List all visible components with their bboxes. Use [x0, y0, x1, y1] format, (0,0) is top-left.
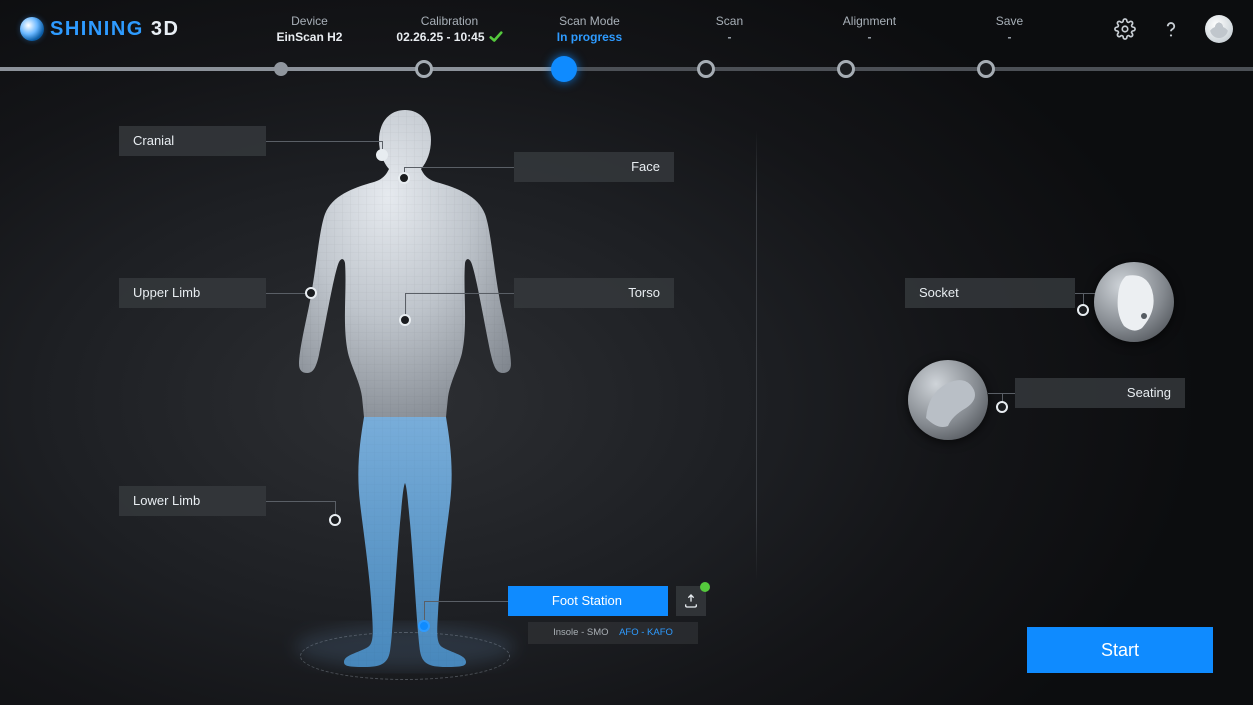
export-icon: [683, 593, 699, 609]
step-value: -: [659, 30, 799, 44]
region-lower-limb[interactable]: Lower Limb: [119, 486, 266, 516]
region-cranial[interactable]: Cranial: [119, 126, 266, 156]
option-seating[interactable]: Seating: [1015, 378, 1185, 408]
export-button[interactable]: [676, 586, 706, 616]
step-device[interactable]: Device EinScan H2: [239, 14, 379, 44]
timeline-node-scan-mode[interactable]: [551, 56, 577, 82]
step-title: Scan Mode: [519, 14, 659, 28]
seating-thumb[interactable]: [908, 360, 988, 440]
lead-face: [404, 167, 514, 168]
step-value: 02.26.25 - 10:45: [379, 30, 519, 44]
check-icon: [489, 30, 503, 44]
anchor-cranial: [376, 149, 388, 161]
step-value: EinScan H2: [239, 30, 379, 44]
user-avatar[interactable]: [1205, 15, 1233, 43]
header-actions: [1113, 15, 1233, 43]
step-title: Calibration: [379, 14, 519, 28]
anchor-lower-limb: [329, 514, 341, 526]
workflow-steps: Device EinScan H2 Calibration 02.26.25 -…: [239, 14, 1113, 44]
step-scan[interactable]: Scan -: [659, 14, 799, 44]
timeline-node-calibration[interactable]: [415, 60, 433, 78]
anchor-face: [398, 172, 410, 184]
brand-logo-text: SHINING 3D: [50, 18, 179, 41]
timeline-node-scan[interactable]: [697, 60, 715, 78]
step-title: Save: [939, 14, 1079, 28]
foot-station-row: Foot Station: [508, 586, 706, 616]
lead-lower-limb: [266, 501, 335, 502]
step-title: Scan: [659, 14, 799, 28]
anchor-torso: [399, 314, 411, 326]
region-face[interactable]: Face: [514, 152, 674, 182]
anchor-socket: [1077, 304, 1089, 316]
socket-thumb[interactable]: [1094, 262, 1174, 342]
brand-logo: SHINING 3D: [20, 17, 179, 41]
timeline-node-save[interactable]: [977, 60, 995, 78]
region-foot-station[interactable]: Foot Station: [508, 586, 668, 616]
timeline-node-alignment[interactable]: [837, 60, 855, 78]
step-calibration[interactable]: Calibration 02.26.25 - 10:45: [379, 14, 519, 44]
lead-foot: [424, 601, 508, 602]
step-value: -: [939, 30, 1079, 44]
anchor-foot-station: [418, 620, 430, 632]
step-save[interactable]: Save -: [939, 14, 1079, 44]
timeline-node-device[interactable]: [274, 62, 288, 76]
export-badge-icon: [700, 582, 710, 592]
lead-socket: [1075, 293, 1095, 294]
help-icon[interactable]: [1159, 17, 1183, 41]
region-torso[interactable]: Torso: [514, 278, 674, 308]
anchor-upper-limb: [305, 287, 317, 299]
step-title: Alignment: [799, 14, 939, 28]
region-upper-limb[interactable]: Upper Limb: [119, 278, 266, 308]
header: SHINING 3D Device EinScan H2 Calibration…: [0, 0, 1253, 58]
step-title: Device: [239, 14, 379, 28]
step-scan-mode[interactable]: Scan Mode In progress: [519, 14, 659, 44]
start-button[interactable]: Start: [1027, 627, 1213, 673]
lead-cranial: [266, 141, 382, 142]
step-alignment[interactable]: Alignment -: [799, 14, 939, 44]
side-divider: [756, 130, 757, 580]
step-value: -: [799, 30, 939, 44]
option-socket[interactable]: Socket: [905, 278, 1075, 308]
foot-station-sub-options: Insole - SMO AFO - KAFO: [528, 622, 698, 644]
anchor-seating: [996, 401, 1008, 413]
brand-logo-icon: [20, 17, 44, 41]
step-value: In progress: [519, 30, 659, 44]
lead-torso: [405, 293, 514, 294]
settings-icon[interactable]: [1113, 17, 1137, 41]
workflow-timeline: [0, 58, 1253, 80]
